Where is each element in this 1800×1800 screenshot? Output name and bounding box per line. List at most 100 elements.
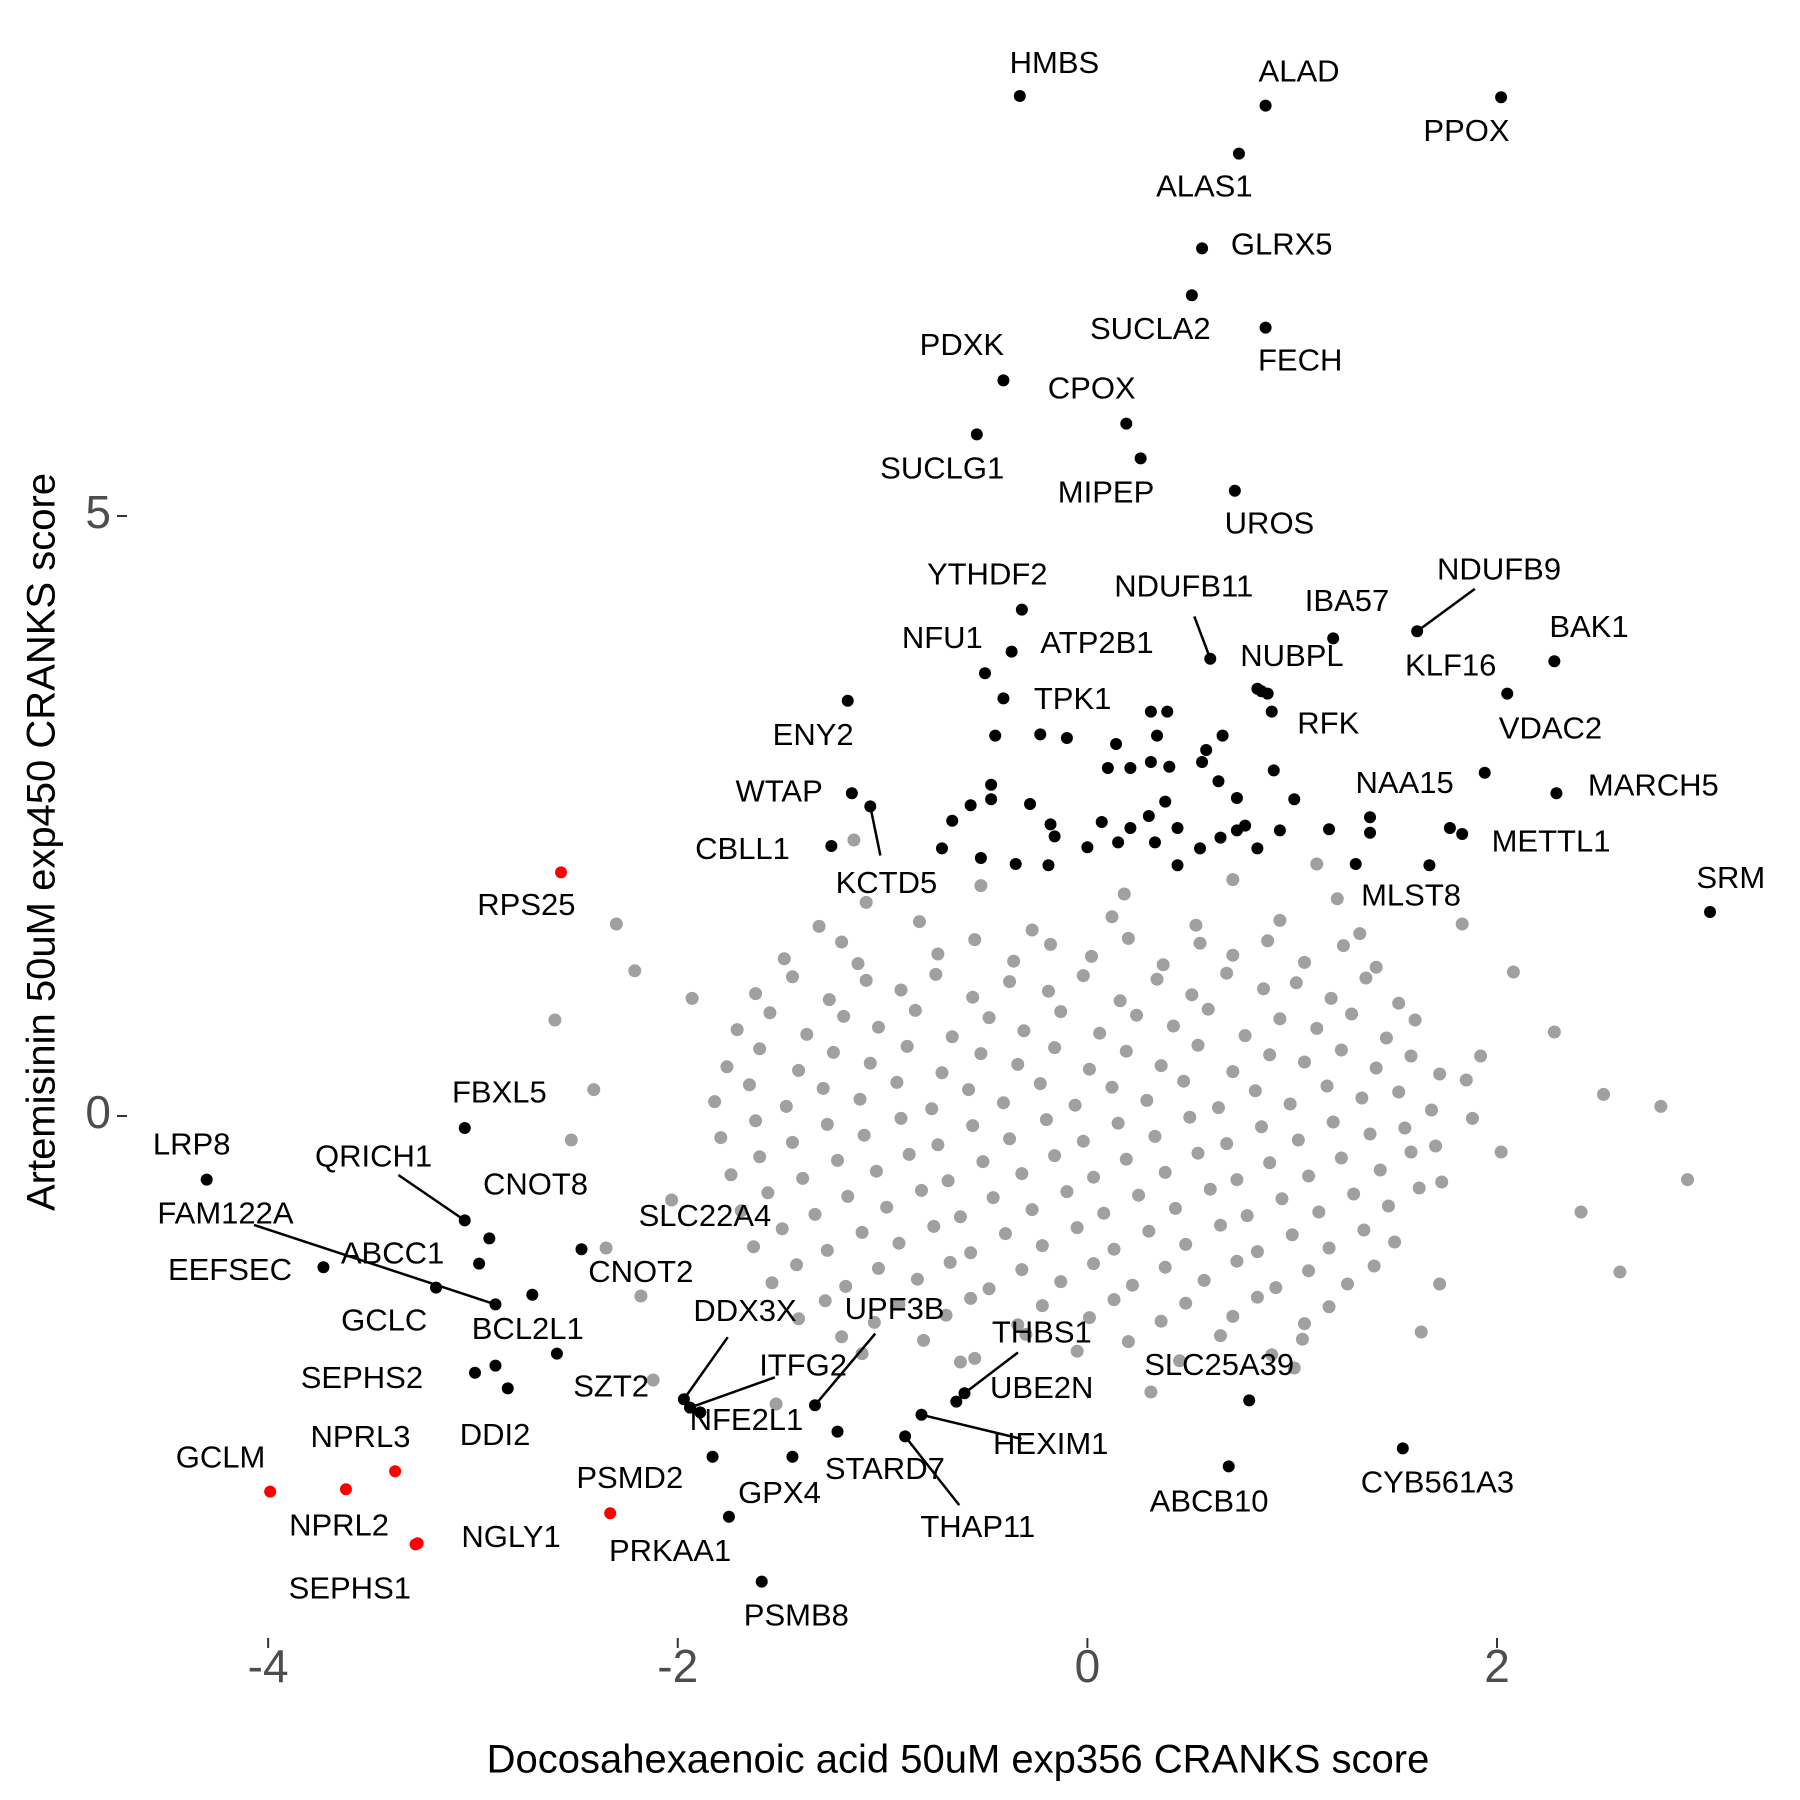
data-point	[892, 1236, 906, 1250]
data-point	[880, 1200, 894, 1214]
data-point	[989, 729, 1002, 742]
data-point	[1654, 1099, 1668, 1113]
data-point	[1093, 1026, 1107, 1040]
data-point	[985, 793, 998, 806]
data-point	[749, 1114, 763, 1128]
data-point	[1189, 918, 1203, 932]
data-point	[853, 1092, 867, 1106]
data-point	[894, 1111, 908, 1125]
data-point	[708, 1095, 722, 1109]
data-point	[1495, 91, 1508, 104]
point-label: HEXIM1	[993, 1426, 1108, 1461]
data-point	[1506, 965, 1520, 979]
data-point	[1060, 1185, 1074, 1199]
data-point	[1336, 939, 1350, 953]
data-point	[609, 917, 623, 931]
data-point	[1019, 1327, 1033, 1341]
data-point	[1124, 762, 1137, 774]
data-point	[720, 1060, 734, 1074]
data-point	[964, 1246, 978, 1260]
data-point	[1322, 1300, 1336, 1314]
data-point	[792, 1312, 806, 1326]
data-point	[1161, 705, 1174, 718]
point-label: KCTD5	[836, 865, 938, 900]
data-point	[1263, 1156, 1277, 1170]
data-point	[946, 814, 959, 827]
point-label: RPS25	[477, 887, 575, 922]
data-point	[1285, 1228, 1299, 1242]
data-point	[1220, 1137, 1234, 1151]
data-point	[1087, 1257, 1101, 1271]
point-label: IBA57	[1305, 583, 1389, 618]
data-point	[974, 879, 988, 893]
data-point	[1095, 816, 1108, 828]
data-point	[1248, 1084, 1262, 1098]
point-label: NPRL2	[289, 1507, 389, 1542]
data-point	[962, 1083, 976, 1097]
point-label: SLC25A39	[1144, 1347, 1294, 1382]
leader-line	[397, 1173, 466, 1222]
data-point	[857, 1128, 871, 1142]
point-label: ALAD	[1259, 53, 1340, 88]
data-point	[1111, 1116, 1125, 1130]
data-point	[1214, 1329, 1228, 1343]
data-point	[1288, 793, 1301, 806]
data-point	[1121, 1335, 1135, 1349]
data-point	[931, 947, 945, 961]
data-point	[734, 1204, 748, 1218]
data-point	[646, 1373, 660, 1387]
data-point	[564, 1133, 578, 1147]
data-point	[548, 1013, 562, 1027]
data-point	[1345, 1007, 1359, 1021]
data-point	[1230, 792, 1243, 804]
data-point	[1408, 1013, 1422, 1027]
data-point	[1025, 923, 1039, 937]
data-point	[985, 778, 998, 791]
data-point	[1287, 1361, 1301, 1375]
data-point	[749, 987, 763, 1001]
data-point	[812, 919, 826, 933]
data-point	[1429, 1139, 1443, 1153]
point-label: SEPHS1	[289, 1571, 411, 1606]
data-point	[473, 1257, 486, 1270]
point-label: PSMD2	[576, 1460, 683, 1495]
data-point	[389, 1465, 402, 1478]
data-point	[1158, 1165, 1172, 1179]
point-label: LRP8	[153, 1126, 231, 1161]
data-point	[1273, 1012, 1287, 1026]
point-label: GPX4	[738, 1475, 821, 1510]
data-point	[1179, 1296, 1193, 1310]
data-point	[1212, 775, 1225, 788]
data-point	[1185, 289, 1198, 302]
data-point	[1230, 1254, 1244, 1268]
point-label: SZT2	[573, 1368, 649, 1403]
data-point	[1364, 826, 1377, 839]
data-point	[974, 1047, 988, 1061]
data-point	[1166, 1019, 1180, 1033]
data-point	[777, 952, 791, 966]
point-label: NPRL3	[311, 1419, 411, 1454]
data-point	[1151, 729, 1164, 742]
data-point	[1297, 1317, 1311, 1331]
data-point	[1216, 729, 1229, 742]
data-point	[1297, 1055, 1311, 1069]
leader-line	[1193, 616, 1212, 660]
data-point	[1017, 1024, 1031, 1038]
data-point	[953, 1355, 967, 1369]
data-point	[763, 1006, 777, 1020]
data-point	[1273, 913, 1287, 927]
data-point	[997, 692, 1010, 705]
data-point	[1404, 1145, 1418, 1159]
leader-line	[1416, 587, 1476, 633]
data-point	[339, 1483, 352, 1496]
data-point	[1302, 1264, 1316, 1278]
data-point	[931, 1138, 945, 1152]
data-point	[1144, 1385, 1158, 1399]
data-point	[1110, 738, 1123, 750]
data-point	[1388, 1235, 1402, 1249]
data-point	[1289, 976, 1303, 990]
x-tick-label: -2	[657, 1640, 698, 1692]
data-point	[785, 970, 799, 984]
data-point	[816, 1081, 830, 1095]
